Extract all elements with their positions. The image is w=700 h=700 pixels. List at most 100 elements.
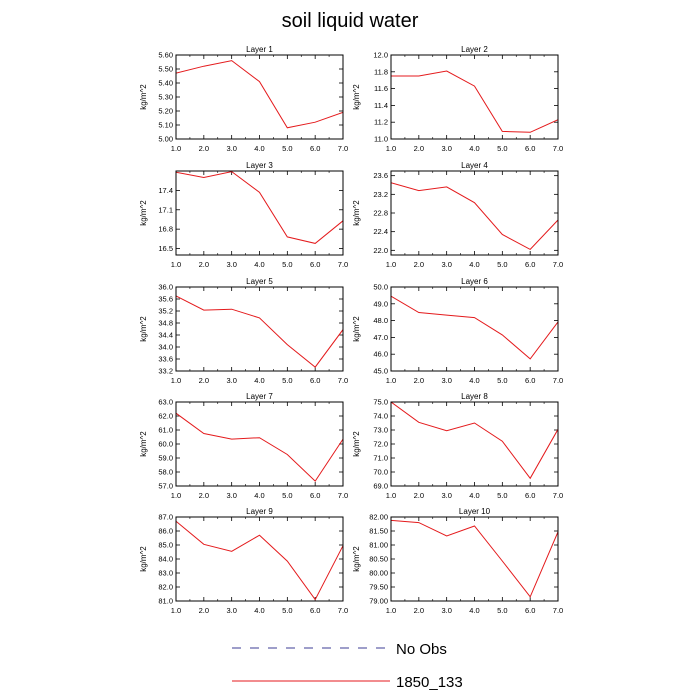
- y-tick-label: 5.20: [158, 107, 173, 116]
- series-line-1850-133: [176, 295, 343, 368]
- y-tick-label: 69.0: [373, 482, 388, 491]
- y-tick-label: 5.00: [158, 135, 173, 144]
- x-tick-label: 3.0: [441, 376, 451, 385]
- panel-frame: [175, 401, 344, 487]
- x-tick-label: 7.0: [553, 606, 563, 615]
- panel-frame: [390, 170, 559, 256]
- y-tick-label: 23.6: [373, 171, 388, 180]
- series-line-1850-133: [391, 295, 558, 360]
- x-tick-label: 7.0: [338, 144, 348, 153]
- x-tick-label: 2.0: [414, 376, 424, 385]
- y-tick-label: 34.0: [158, 343, 173, 352]
- x-tick-label: 5.0: [497, 606, 507, 615]
- x-tick-label: 1.0: [171, 491, 181, 500]
- y-tick-label: 5.40: [158, 79, 173, 88]
- series-line-1850-133: [391, 182, 558, 251]
- panel-title: Layer 7: [246, 392, 273, 401]
- y-tick-label: 82.0: [158, 583, 173, 592]
- x-tick-label: 2.0: [414, 606, 424, 615]
- x-tick-label: 3.0: [441, 260, 451, 269]
- y-tick-label: 11.2: [374, 118, 388, 127]
- x-tick-label: 2.0: [414, 260, 424, 269]
- x-tick-label: 2.0: [414, 144, 424, 153]
- y-tick-label: 87.0: [158, 513, 173, 522]
- y-tick-label: 59.0: [158, 454, 173, 463]
- x-tick-label: 6.0: [310, 606, 320, 615]
- y-tick-label: 47.0: [373, 333, 388, 342]
- x-tick-label: 2.0: [199, 260, 209, 269]
- x-tick-label: 6.0: [310, 491, 320, 500]
- y-tick-label: 82.00: [369, 513, 388, 522]
- y-tick-label: 71.0: [373, 454, 388, 463]
- x-tick-label: 1.0: [171, 260, 181, 269]
- series-line-1850-133: [176, 60, 343, 129]
- y-tick-label: 85.0: [158, 541, 173, 550]
- x-tick-label: 5.0: [497, 144, 507, 153]
- panel-title: Layer 1: [246, 45, 273, 54]
- panel-title: Layer 6: [461, 277, 488, 286]
- x-tick-label: 5.0: [282, 491, 292, 500]
- y-tick-label: 74.0: [373, 412, 388, 421]
- x-tick-label: 2.0: [199, 606, 209, 615]
- panel-title: Layer 3: [246, 161, 273, 170]
- series-line-1850-133: [176, 520, 343, 601]
- y-tick-label: 33.6: [158, 355, 173, 364]
- x-tick-label: 5.0: [282, 144, 292, 153]
- x-tick-label: 3.0: [226, 260, 236, 269]
- x-tick-label: 1.0: [386, 606, 396, 615]
- x-tick-label: 5.0: [497, 260, 507, 269]
- y-tick-label: 35.2: [158, 307, 173, 316]
- x-tick-label: 3.0: [441, 606, 451, 615]
- y-tick-label: 34.4: [158, 331, 173, 340]
- x-tick-label: 7.0: [553, 144, 563, 153]
- y-tick-label: 22.0: [373, 246, 388, 255]
- y-tick-label: 33.2: [158, 367, 173, 376]
- y-tick-label: 5.50: [158, 65, 173, 74]
- x-tick-label: 2.0: [199, 376, 209, 385]
- x-tick-label: 1.0: [171, 606, 181, 615]
- panel-layer-4: Layer 4 1.0 2.0 3.0 4.0 5.0 6.0 7.0 22.0 22.4 22.8…: [352, 161, 563, 269]
- y-tick-label: 72.0: [373, 440, 388, 449]
- y-tick-label: 11.0: [374, 135, 388, 144]
- panel-title: Layer 5: [246, 277, 273, 286]
- y-tick-label: 62.0: [158, 412, 173, 421]
- x-tick-label: 6.0: [310, 376, 320, 385]
- panel-title: Layer 9: [246, 507, 273, 516]
- y-tick-label: 73.0: [373, 426, 388, 435]
- x-tick-label: 4.0: [469, 491, 479, 500]
- x-tick-label: 7.0: [553, 260, 563, 269]
- y-tick-label: 34.8: [158, 319, 173, 328]
- x-tick-label: 3.0: [226, 491, 236, 500]
- y-tick-label: 70.0: [373, 468, 388, 477]
- y-tick-label: 79.50: [369, 583, 388, 592]
- panel-title: Layer 4: [461, 161, 488, 170]
- x-tick-label: 6.0: [525, 376, 535, 385]
- x-tick-label: 7.0: [338, 260, 348, 269]
- x-tick-label: 5.0: [497, 491, 507, 500]
- y-tick-label: 86.0: [158, 527, 173, 536]
- x-tick-label: 4.0: [254, 606, 264, 615]
- x-tick-label: 3.0: [226, 606, 236, 615]
- figure-title: soil liquid water: [282, 10, 419, 32]
- panel-layer-10: Layer 10 1.0 2.0 3.0 4.0 5.0 6.0 7.0 79.00 79.50 8…: [352, 507, 563, 615]
- x-tick-label: 2.0: [199, 491, 209, 500]
- y-tick-label: 17.1: [158, 205, 173, 214]
- x-tick-label: 5.0: [282, 376, 292, 385]
- x-tick-label: 5.0: [282, 260, 292, 269]
- x-tick-label: 3.0: [226, 144, 236, 153]
- legend-label-no-obs: No Obs: [396, 641, 447, 658]
- y-tick-label: 12.0: [373, 51, 388, 60]
- legend-label-1850-133: 1850_133: [396, 674, 463, 691]
- y-tick-label: 22.8: [373, 209, 388, 218]
- y-tick-label: 79.00: [369, 597, 388, 606]
- panels-group: Layer 1 1.0 2.0 3.0 4.0 5.0 6.0 7.0 5.00 5.10 5.20…: [139, 45, 563, 615]
- y-tick-label: 81.50: [369, 527, 388, 536]
- y-tick-label: 11.8: [374, 67, 388, 76]
- x-tick-label: 6.0: [525, 606, 535, 615]
- x-tick-label: 1.0: [386, 260, 396, 269]
- y-tick-label: 16.5: [158, 244, 173, 253]
- y-tick-label: 61.0: [158, 426, 173, 435]
- x-tick-label: 6.0: [525, 144, 535, 153]
- y-axis-label: kg/m^2: [139, 84, 148, 110]
